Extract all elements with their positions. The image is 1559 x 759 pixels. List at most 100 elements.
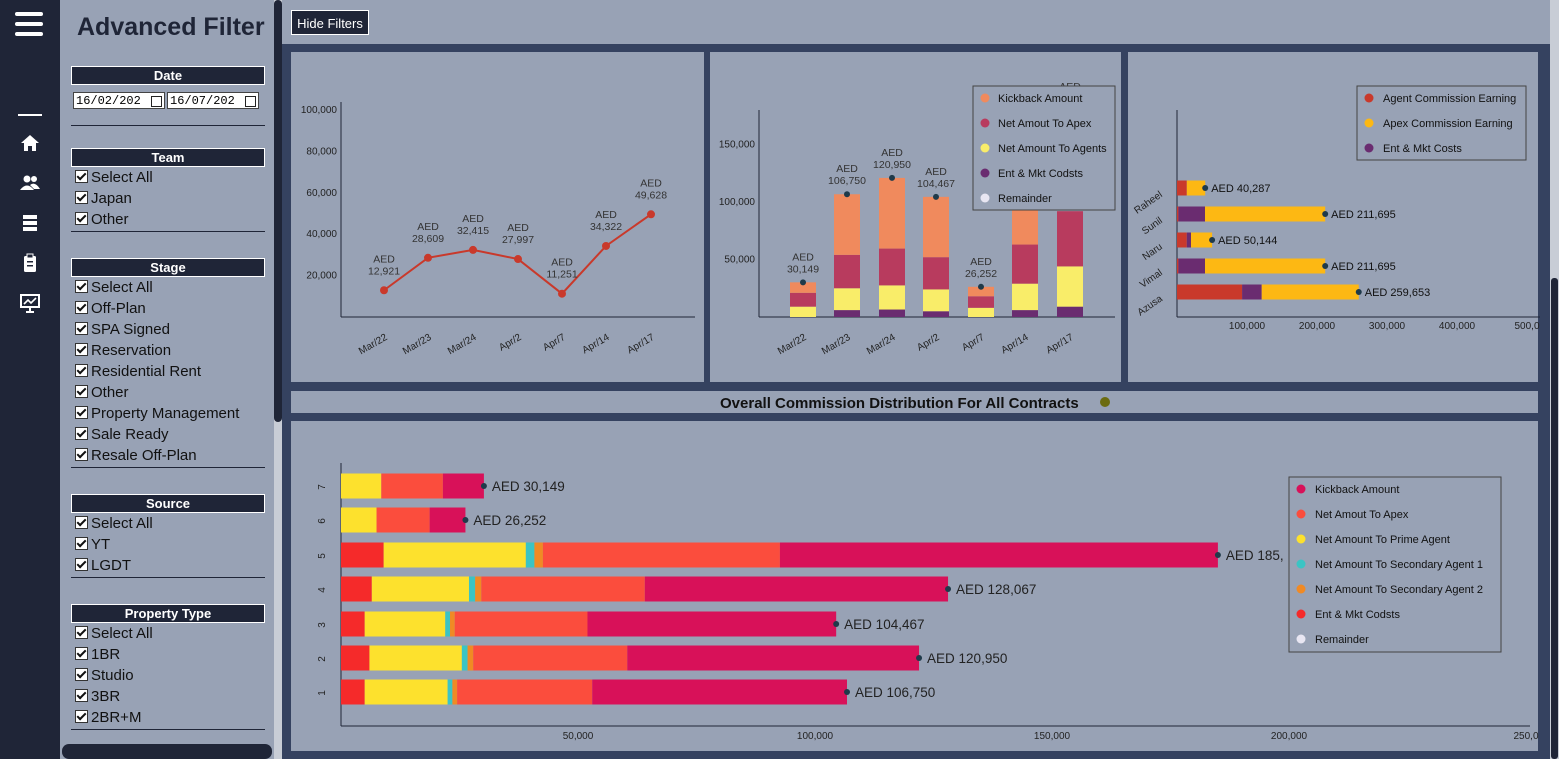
date-section: Date: [71, 66, 265, 85]
filter-option-label: 1BR: [91, 646, 121, 663]
checkbox[interactable]: [75, 301, 88, 314]
filter-option[interactable]: 2BR+M: [71, 707, 265, 728]
filter-option[interactable]: LGDT: [71, 555, 265, 576]
date-from-value: 16/02/202: [76, 94, 141, 108]
filter-option-label: Property Management: [91, 405, 240, 422]
filter-option-label: 2BR+M: [91, 709, 142, 726]
side-nav: [0, 0, 60, 759]
chart-panel-1: [291, 52, 704, 382]
filter-option-label: Japan: [91, 190, 132, 207]
filter-option[interactable]: Japan: [71, 188, 265, 209]
filter-option[interactable]: Select All: [71, 167, 265, 188]
checkbox[interactable]: [75, 364, 88, 377]
server-icon[interactable]: [19, 213, 41, 233]
filter-option[interactable]: Reservation: [71, 340, 265, 361]
page-scrollbar[interactable]: [1550, 0, 1559, 759]
checkbox[interactable]: [75, 647, 88, 660]
filter-option[interactable]: SPA Signed: [71, 319, 265, 340]
filter-option-label: Off-Plan: [91, 300, 146, 317]
checkbox[interactable]: [75, 558, 88, 571]
filter-option[interactable]: Resale Off-Plan: [71, 445, 265, 466]
filter-section-0: Team Select All Japan Other: [71, 148, 265, 232]
checkbox[interactable]: [75, 626, 88, 639]
section-divider: [71, 467, 265, 468]
checkbox[interactable]: [75, 516, 88, 529]
date-header: Date: [71, 66, 265, 85]
filter-option-label: Residential Rent: [91, 363, 202, 380]
checkbox[interactable]: [75, 689, 88, 702]
checkbox[interactable]: [75, 406, 88, 419]
date-to-input[interactable]: 16/07/202: [167, 92, 259, 109]
filter-option-label: LGDT: [91, 557, 132, 574]
calendar-icon[interactable]: [245, 96, 256, 107]
date-range: 16/02/202 16/07/202: [73, 89, 269, 109]
info-icon[interactable]: [1100, 397, 1110, 407]
clipboard-icon[interactable]: [19, 253, 41, 273]
filter-option[interactable]: Select All: [71, 513, 265, 534]
filter-option[interactable]: Property Management: [71, 403, 265, 424]
filter-option-label: Sale Ready: [91, 426, 169, 443]
filter-title: Advanced Filter: [77, 13, 265, 41]
filter-option[interactable]: Studio: [71, 665, 265, 686]
filter-option[interactable]: Select All: [71, 623, 265, 644]
checkbox[interactable]: [75, 427, 88, 440]
filter-option-label: Select All: [91, 279, 153, 296]
chart-panel-3: [1128, 52, 1538, 382]
filter-option-label: Other: [91, 384, 129, 401]
filter-section-3: Property Type Select All 1BR Studio 3BR 2BR+M: [71, 604, 265, 730]
filter-option[interactable]: 1BR: [71, 644, 265, 665]
date-from-input[interactable]: 16/02/202: [73, 92, 165, 109]
chart-title-bar: [291, 391, 1538, 413]
users-icon[interactable]: [19, 173, 41, 193]
filter-panel: Advanced Filter Date 16/02/202 16/07/202 …: [60, 0, 282, 759]
chart-panel-4: [291, 421, 1538, 751]
checkbox[interactable]: [75, 385, 88, 398]
nav-divider: [18, 114, 42, 116]
checkbox[interactable]: [75, 280, 88, 293]
filter-option-label: Studio: [91, 667, 134, 684]
filter-option[interactable]: Other: [71, 382, 265, 403]
filter-option-label: YT: [91, 536, 111, 553]
filter-option-label: Reservation: [91, 342, 172, 359]
filter-section-header: Stage: [71, 258, 265, 277]
chart-panel-2: [710, 52, 1121, 382]
filter-option[interactable]: Other: [71, 209, 265, 230]
checkbox[interactable]: [75, 191, 88, 204]
filter-option[interactable]: Sale Ready: [71, 424, 265, 445]
checkbox[interactable]: [75, 212, 88, 225]
filter-section-header: Source: [71, 494, 265, 513]
date-to-value: 16/07/202: [170, 94, 235, 108]
checkbox[interactable]: [75, 710, 88, 723]
filter-option[interactable]: 3BR: [71, 686, 265, 707]
page-scrollbar-thumb[interactable]: [1551, 278, 1558, 759]
section-divider: [71, 729, 265, 730]
filter-section-1: Stage Select All Off-Plan SPA Signed Reserva…: [71, 258, 265, 468]
filter-scrollbar-thumb[interactable]: [274, 0, 282, 422]
filter-hscrollbar[interactable]: [62, 744, 272, 759]
checkbox[interactable]: [75, 448, 88, 461]
checkbox[interactable]: [75, 537, 88, 550]
filter-option-label: Resale Off-Plan: [91, 447, 197, 464]
date-divider: [71, 124, 265, 126]
checkbox[interactable]: [75, 322, 88, 335]
filter-option[interactable]: Off-Plan: [71, 298, 265, 319]
calendar-icon[interactable]: [151, 96, 162, 107]
hide-filters-button[interactable]: Hide Filters: [291, 10, 369, 35]
filter-option[interactable]: Select All: [71, 277, 265, 298]
filter-section-2: Source Select All YT LGDT: [71, 494, 265, 578]
filter-option-label: 3BR: [91, 688, 121, 705]
filter-option[interactable]: Residential Rent: [71, 361, 265, 382]
home-icon[interactable]: [19, 133, 41, 153]
menu-icon[interactable]: [15, 12, 43, 38]
checkbox[interactable]: [75, 668, 88, 681]
checkbox[interactable]: [75, 343, 88, 356]
filter-section-header: Team: [71, 148, 265, 167]
filter-option[interactable]: YT: [71, 534, 265, 555]
filter-option-label: Select All: [91, 169, 153, 186]
presentation-icon[interactable]: [19, 293, 41, 313]
checkbox[interactable]: [75, 170, 88, 183]
section-divider: [71, 577, 265, 578]
section-divider: [71, 231, 265, 232]
chart-title: Overall Commission Distribution For All …: [720, 395, 1079, 412]
filter-option-label: Select All: [91, 625, 153, 642]
